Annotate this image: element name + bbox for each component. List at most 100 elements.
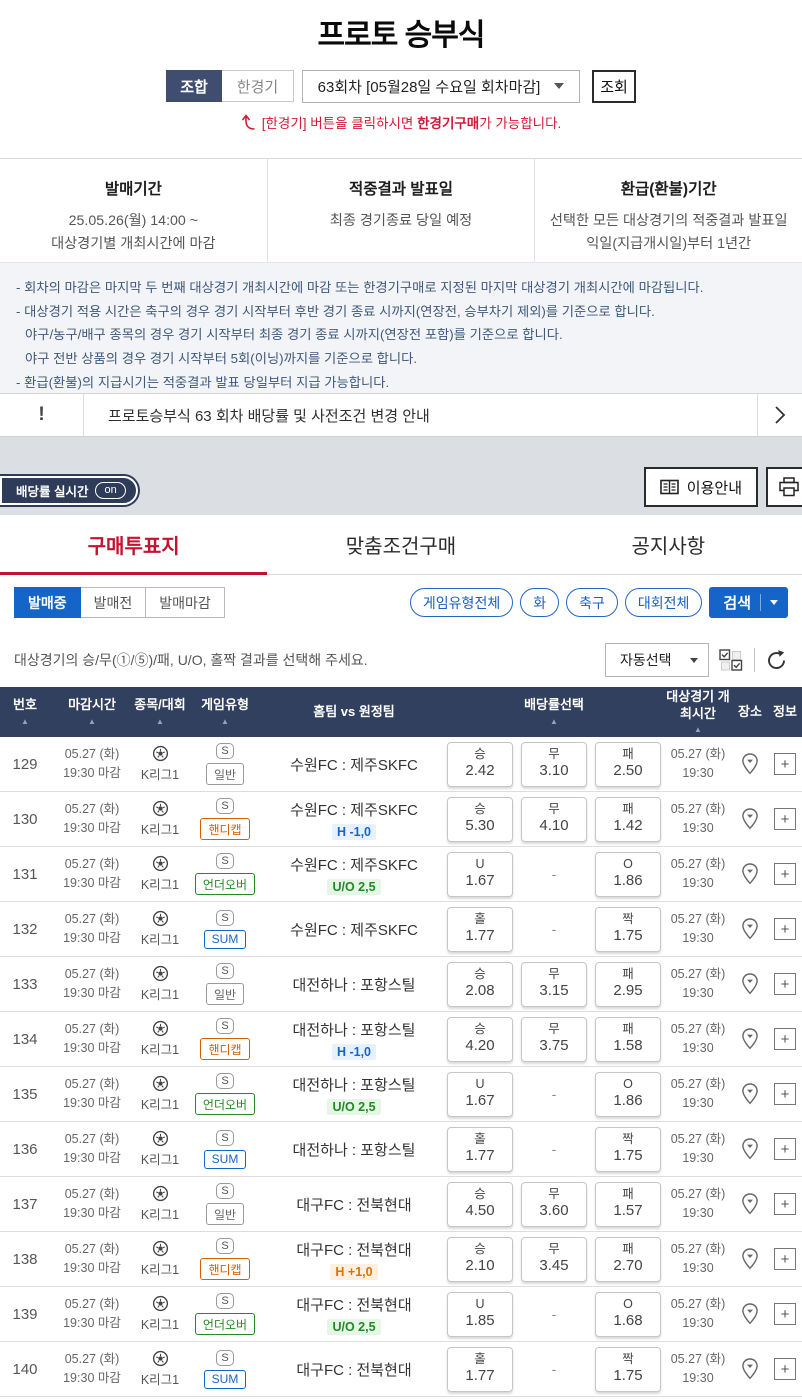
info-plus-button[interactable]: + — [774, 1028, 796, 1050]
info-plus-button[interactable]: + — [774, 918, 796, 940]
deadline-line: 19:30 마감 — [63, 1041, 121, 1055]
odds-button[interactable]: U 1.67 — [447, 1071, 513, 1117]
teams-label: 대전하나 : 포항스틸 — [292, 1141, 416, 1159]
odds-button[interactable]: 무 3.75 — [521, 1016, 587, 1062]
odds-button[interactable]: 짝 1.75 — [595, 906, 661, 952]
place-button[interactable] — [740, 1247, 760, 1271]
place-button[interactable] — [740, 1082, 760, 1106]
tab-0[interactable]: 구매투표지 — [0, 515, 268, 575]
place-button[interactable] — [740, 807, 760, 831]
odds-button[interactable]: 승 5.30 — [447, 796, 513, 842]
column-header-7: 장소 — [732, 704, 768, 720]
map-pin-icon — [742, 1193, 758, 1215]
info-plus-button[interactable]: + — [774, 1248, 796, 1270]
odds-button[interactable]: 패 2.95 — [595, 961, 661, 1007]
odds-button[interactable]: 승 2.08 — [447, 961, 513, 1007]
place-button[interactable] — [740, 972, 760, 996]
notice-bar[interactable]: ! 프로토승부식 63 회차 배당률 및 사전조건 변경 안내 — [0, 393, 802, 437]
odds-slot: 승 2.10 — [447, 1236, 513, 1282]
place-cell — [732, 972, 768, 996]
realtime-odds-toggle[interactable]: 배당률 실시간 on — [0, 476, 138, 505]
search-button[interactable]: 검색 — [709, 587, 788, 618]
odds-button[interactable]: 패 1.57 — [595, 1181, 661, 1227]
odds-button[interactable]: 홀 1.77 — [447, 906, 513, 952]
odds-button[interactable]: O 1.86 — [595, 1071, 661, 1117]
info-plus-button[interactable]: + — [774, 1083, 796, 1105]
place-button[interactable] — [740, 1027, 760, 1051]
info-plus-button[interactable]: + — [774, 1358, 796, 1380]
single-game-s-icon: S — [216, 909, 234, 926]
odds-button[interactable]: 무 3.45 — [521, 1236, 587, 1282]
column-header-6[interactable]: 대상경기 개최시간 ▲ — [664, 689, 732, 735]
odds-button[interactable]: U 1.67 — [447, 851, 513, 897]
odds-selection: 승 2.08 무 3.15 패 2.95 — [444, 961, 664, 1007]
filter-pill-button[interactable]: 게임유형전체 — [409, 588, 514, 617]
place-button[interactable] — [740, 917, 760, 941]
deadline-line: 05.27 (화) — [64, 1297, 120, 1312]
odds-button[interactable]: 홀 1.77 — [447, 1126, 513, 1172]
odds-button[interactable]: 승 4.50 — [447, 1181, 513, 1227]
column-header-3[interactable]: 게임유형 ▲ — [186, 697, 264, 726]
filter-pill-button[interactable]: 대회전체 — [624, 588, 703, 617]
column-header-5[interactable]: 배당률선택 ▲ — [444, 697, 664, 726]
place-button[interactable] — [740, 862, 760, 886]
odds-button[interactable]: 무 3.60 — [521, 1181, 587, 1227]
place-button[interactable] — [740, 1137, 760, 1161]
odds-button[interactable]: 패 2.70 — [595, 1236, 661, 1282]
place-button[interactable] — [740, 1357, 760, 1381]
filter-pill-button[interactable]: 화 — [520, 588, 560, 617]
odds-button[interactable]: 무 3.15 — [521, 961, 587, 1007]
odds-button[interactable]: U 1.85 — [447, 1291, 513, 1337]
place-button[interactable] — [740, 752, 760, 776]
column-header-2[interactable]: 종목/대회 ▲ — [134, 697, 186, 726]
auto-select-dropdown[interactable]: 자동선택 — [605, 643, 709, 677]
info-plus-button[interactable]: + — [774, 973, 796, 995]
odds-button[interactable]: 홀 1.77 — [447, 1346, 513, 1392]
info-plus-button[interactable]: + — [774, 1193, 796, 1215]
odds-button[interactable]: 패 1.42 — [595, 796, 661, 842]
column-header-0[interactable]: 번호 ▲ — [0, 697, 50, 726]
info-plus-button[interactable]: + — [774, 753, 796, 775]
table-row: 134 05.27 (화) 19:30 마감 K리그1 S 핸디캡 대전하나 : 포항스틸 H… — [0, 1012, 802, 1067]
odds-button[interactable]: 짝 1.75 — [595, 1126, 661, 1172]
odds-button[interactable]: 패 1.58 — [595, 1016, 661, 1062]
multi-checkbox-icon[interactable] — [719, 648, 744, 672]
place-button[interactable] — [740, 1192, 760, 1216]
round-select-dropdown[interactable]: 63회차 [05월28일 수요일 회차마감] — [302, 69, 580, 103]
sort-icon: ▲ — [694, 724, 702, 734]
inquiry-button[interactable]: 조회 — [592, 69, 636, 103]
combo-tab-button[interactable]: 조합 — [166, 70, 222, 102]
odds-button[interactable]: 짝 1.75 — [595, 1346, 661, 1392]
single-game-tab-button[interactable]: 한경기 — [222, 70, 294, 102]
odds-button[interactable]: O 1.86 — [595, 851, 661, 897]
status-filter-button[interactable]: 발매전 — [80, 587, 147, 618]
odds-button[interactable]: 패 2.50 — [595, 741, 661, 787]
odds-button[interactable]: 승 4.20 — [447, 1016, 513, 1062]
info-plus-button[interactable]: + — [774, 1303, 796, 1325]
odds-label: 승 — [474, 967, 486, 982]
game-type: S 핸디캡 — [186, 798, 264, 840]
refresh-icon[interactable] — [765, 649, 788, 672]
guide-button[interactable]: 이용안내 — [643, 467, 758, 507]
info-plus-button[interactable]: + — [774, 1138, 796, 1160]
table-row: 132 05.27 (화) 19:30 마감 K리그1 S SUM 수원FC : 제주SKF… — [0, 902, 802, 957]
divider — [760, 594, 761, 611]
status-filter-button[interactable]: 발매중 — [14, 587, 81, 618]
info-plus-button[interactable]: + — [774, 808, 796, 830]
tab-1[interactable]: 맞춤조건구매 — [345, 536, 457, 558]
odds-button[interactable]: 승 2.42 — [447, 741, 513, 787]
column-header-1[interactable]: 마감시간 ▲ — [50, 697, 134, 726]
teams-label: 대구FC : 전북현대 — [296, 1296, 412, 1314]
place-button[interactable] — [740, 1302, 760, 1326]
info-plus-button[interactable]: + — [774, 863, 796, 885]
status-filter-button[interactable]: 발매마감 — [146, 587, 225, 618]
odds-button[interactable]: 무 3.10 — [521, 741, 587, 787]
odds-button[interactable]: 승 2.10 — [447, 1236, 513, 1282]
league-name: K리그1 — [140, 768, 180, 782]
odds-button[interactable]: O 1.68 — [595, 1291, 661, 1337]
odds-button[interactable]: 무 4.10 — [521, 796, 587, 842]
filter-pill-button[interactable]: 축구 — [566, 588, 618, 617]
chevron-right-icon[interactable] — [758, 394, 802, 436]
print-button[interactable] — [766, 467, 802, 507]
tab-2[interactable]: 공지사항 — [631, 536, 706, 558]
